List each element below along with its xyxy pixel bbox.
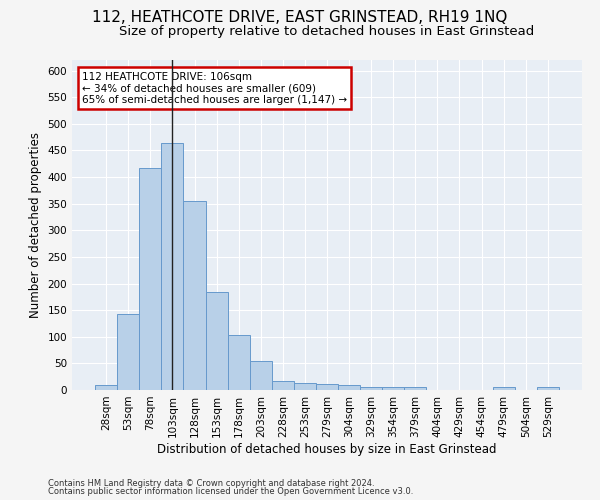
- Bar: [537, 388, 559, 390]
- X-axis label: Distribution of detached houses by size in East Grinstead: Distribution of detached houses by size …: [157, 442, 497, 456]
- Bar: [272, 382, 294, 390]
- Text: 112, HEATHCOTE DRIVE, EAST GRINSTEAD, RH19 1NQ: 112, HEATHCOTE DRIVE, EAST GRINSTEAD, RH…: [92, 10, 508, 25]
- Title: Size of property relative to detached houses in East Grinstead: Size of property relative to detached ho…: [119, 25, 535, 38]
- Bar: [161, 142, 184, 390]
- Bar: [338, 384, 360, 390]
- Bar: [360, 387, 382, 390]
- Bar: [184, 201, 206, 390]
- Text: Contains public sector information licensed under the Open Government Licence v3: Contains public sector information licen…: [48, 487, 413, 496]
- Bar: [493, 388, 515, 390]
- Bar: [227, 335, 250, 390]
- Bar: [139, 168, 161, 390]
- Y-axis label: Number of detached properties: Number of detached properties: [29, 132, 42, 318]
- Bar: [382, 388, 404, 390]
- Bar: [294, 382, 316, 390]
- Bar: [206, 292, 227, 390]
- Text: 112 HEATHCOTE DRIVE: 106sqm
← 34% of detached houses are smaller (609)
65% of se: 112 HEATHCOTE DRIVE: 106sqm ← 34% of det…: [82, 72, 347, 105]
- Bar: [95, 384, 117, 390]
- Bar: [404, 388, 427, 390]
- Bar: [316, 384, 338, 390]
- Text: Contains HM Land Registry data © Crown copyright and database right 2024.: Contains HM Land Registry data © Crown c…: [48, 478, 374, 488]
- Bar: [117, 314, 139, 390]
- Bar: [250, 362, 272, 390]
